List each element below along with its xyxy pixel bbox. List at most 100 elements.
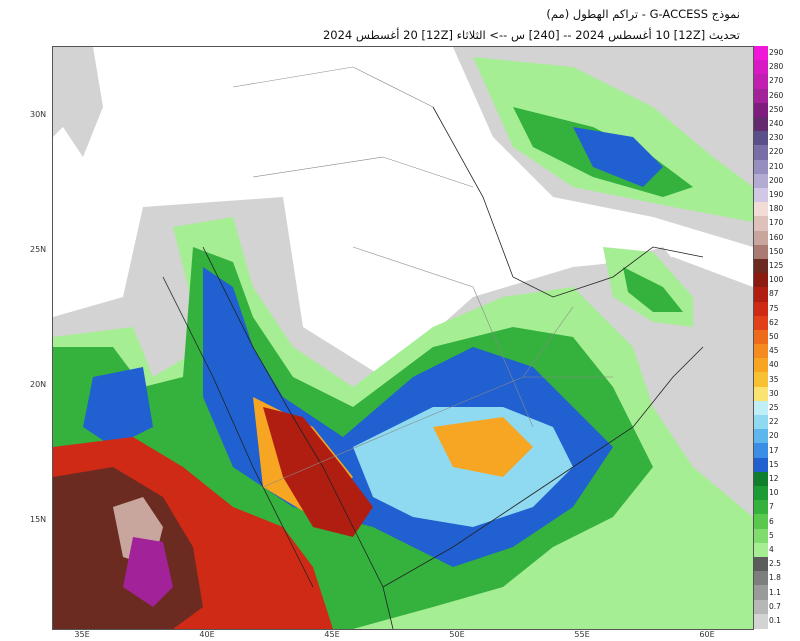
coastline — [432, 106, 704, 298]
colorbar-label: 170 — [769, 218, 784, 228]
precipitation-map — [52, 46, 754, 630]
colorbar-swatch — [754, 599, 768, 615]
colorbar-label: 4 — [769, 544, 774, 554]
map-header: نموذج G-ACCESS - تراكم الهطول (مم) تحديث… — [0, 0, 770, 44]
lat-label: 30N — [30, 110, 47, 119]
colorbar-label: 180 — [769, 204, 784, 214]
lon-label: 60E — [699, 630, 715, 639]
colorbar-swatch — [754, 74, 768, 90]
colorbar-label: 45 — [769, 346, 779, 356]
colorbar-label: 190 — [769, 190, 784, 200]
colorbar-swatch — [754, 230, 768, 246]
colorbar-label: 230 — [769, 133, 784, 143]
colorbar-swatch — [754, 301, 768, 317]
colorbar-label: 50 — [769, 332, 779, 341]
colorbar-swatch — [754, 131, 768, 147]
colorbar-label: 125 — [769, 261, 784, 271]
colorbar-swatch — [754, 173, 768, 189]
colorbar-label: 200 — [769, 175, 784, 185]
colorbar-swatch — [754, 571, 768, 587]
colorbar-label: 250 — [769, 104, 784, 114]
colorbar-swatch — [754, 457, 768, 473]
precip-blue-area — [83, 367, 153, 447]
lon-label: 50E — [449, 630, 465, 639]
colorbar-label: 40 — [769, 360, 779, 370]
colorbar-swatch — [754, 542, 768, 558]
colorbar-swatch — [754, 159, 768, 175]
colorbar-label: 6 — [769, 516, 774, 526]
lat-label: 25N — [30, 245, 47, 254]
map-subtitle: تحديث [12Z] 10 أغسطس 2024 -- [240] س -->… — [322, 28, 740, 42]
colorbar-swatch — [754, 46, 768, 61]
colorbar-swatch — [754, 116, 768, 132]
colorbar-label: 0.1 — [769, 615, 781, 625]
colorbar-label: 270 — [769, 76, 784, 86]
colorbar-label: 7 — [769, 502, 774, 512]
lon-label: 40E — [199, 630, 215, 639]
colorbar-swatch — [754, 358, 768, 374]
colorbar-label: 150 — [769, 246, 784, 256]
lon-label: 55E — [574, 630, 590, 639]
colorbar-swatch — [754, 557, 768, 573]
colorbar-swatch — [754, 585, 768, 601]
map-canvas — [53, 47, 753, 629]
coastline — [162, 276, 314, 588]
colorbar-swatch — [754, 486, 768, 502]
colorbar-label: 260 — [769, 90, 784, 100]
colorbar-label: 12 — [769, 473, 779, 483]
colorbar-swatch — [754, 514, 768, 530]
colorbar-swatch — [754, 386, 768, 402]
precip-trace-area — [53, 47, 103, 157]
lat-label: 15N — [30, 515, 47, 524]
colorbar-label: 1.1 — [769, 587, 781, 597]
colorbar-label: 2.5 — [769, 559, 781, 569]
colorbar-label: 280 — [769, 62, 784, 72]
colorbar-swatch — [754, 216, 768, 232]
colorbar-label: 220 — [769, 147, 784, 157]
colorbar-swatch — [754, 500, 768, 516]
colorbar-swatch — [754, 344, 768, 360]
colorbar-label: 17 — [769, 445, 779, 455]
colorbar-label: 210 — [769, 161, 784, 171]
colorbar-swatch — [754, 187, 768, 203]
colorbar-label: 15 — [769, 459, 779, 469]
colorbar-label: 5 — [769, 530, 774, 540]
colorbar-label: 10 — [769, 488, 779, 498]
lat-label: 20N — [30, 380, 47, 389]
colorbar-label: 22 — [769, 417, 779, 427]
colorbar-label: 240 — [769, 119, 784, 129]
colorbar-label: 100 — [769, 275, 784, 285]
colorbar-swatch — [754, 528, 768, 544]
colorbar-label: 75 — [769, 303, 779, 313]
colorbar-swatch — [754, 471, 768, 487]
colorbar-swatch — [754, 329, 768, 345]
lon-label: 45E — [324, 630, 340, 639]
colorbar-label: 290 — [769, 48, 784, 58]
colorbar-swatch — [754, 415, 768, 431]
colorbar-swatch — [754, 400, 768, 416]
precip-heavy-area — [263, 407, 373, 537]
precip-moderate-area — [623, 267, 683, 312]
colorbar-label: 87 — [769, 289, 779, 299]
map-title: نموذج G-ACCESS - تراكم الهطول (مم) — [546, 7, 740, 21]
colorbar-swatch — [754, 443, 768, 459]
colorbar-swatch — [754, 244, 768, 260]
colorbar-swatch — [754, 145, 768, 161]
colorbar-swatch — [754, 258, 768, 274]
colorbar-swatch — [754, 613, 768, 629]
colorbar-label: 0.7 — [769, 601, 781, 611]
country-border — [232, 66, 613, 488]
colorbar-swatch — [754, 102, 768, 118]
coastline — [382, 346, 704, 588]
colorbar-swatch — [754, 60, 768, 76]
colorbar-label: 35 — [769, 374, 779, 384]
colorbar-swatch — [754, 287, 768, 303]
precip-orange-area — [433, 417, 533, 477]
colorbar-label: 62 — [769, 317, 779, 327]
colorbar-label: 160 — [769, 232, 784, 242]
precip-colorbar — [754, 46, 768, 629]
lon-label: 35E — [74, 630, 90, 639]
colorbar-label: 20 — [769, 431, 779, 441]
colorbar-swatch — [754, 372, 768, 388]
colorbar-label: 1.8 — [769, 573, 781, 583]
